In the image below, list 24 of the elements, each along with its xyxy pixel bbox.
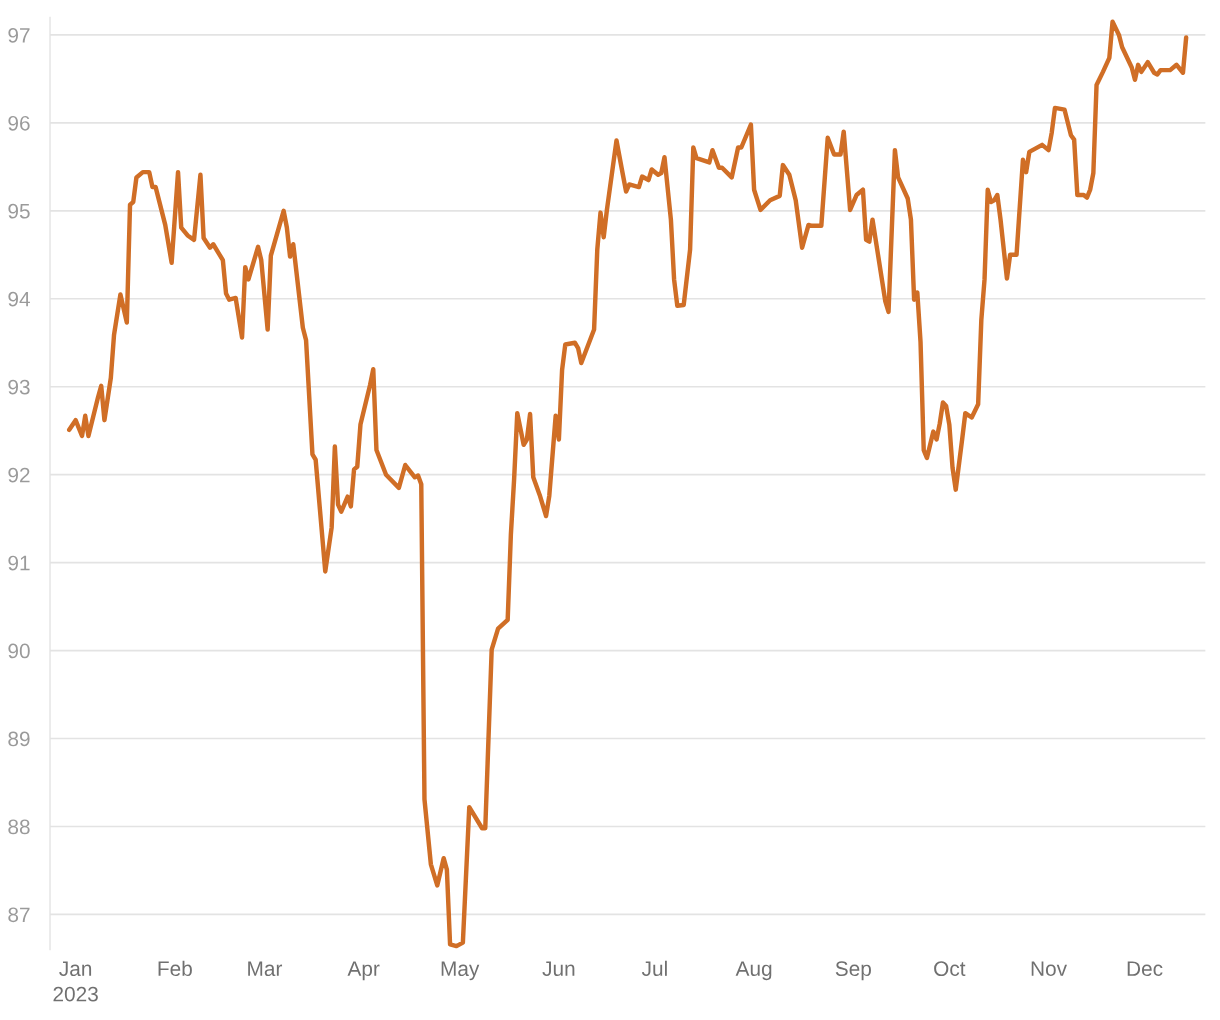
y-tick-label: 91: [8, 555, 30, 571]
x-tick-label: May: [441, 961, 480, 981]
y-tick-label: 97: [8, 27, 30, 43]
y-tick-label: 88: [8, 819, 30, 835]
y-tick-label: 93: [8, 379, 30, 395]
x-tick-label: Mar: [248, 961, 283, 977]
y-tick-label: 89: [8, 731, 30, 747]
x-tick-label: Nov: [1031, 961, 1067, 977]
x-tick-label: Apr: [347, 961, 380, 981]
y-tick-label: 87: [8, 907, 30, 923]
x-tick-label: Sep: [835, 961, 871, 981]
x-tick-label: Feb: [158, 960, 192, 977]
x-tick-label: Jan 2023: [53, 961, 98, 1002]
x-tick-label: Jun: [542, 961, 575, 977]
x-tick-label: Jul: [641, 960, 667, 977]
y-tick-label: 92: [8, 467, 30, 483]
y-tick-label: 90: [8, 643, 30, 659]
x-tick-label: Aug: [735, 961, 772, 981]
x-tick-label: Dec: [1127, 961, 1163, 977]
y-tick-label: 96: [8, 115, 30, 131]
line-series: [67, 19, 1189, 949]
y-tick-label: 94: [8, 291, 30, 307]
x-tick-label: Oct: [934, 961, 966, 977]
y-tick-label: 95: [8, 203, 30, 219]
